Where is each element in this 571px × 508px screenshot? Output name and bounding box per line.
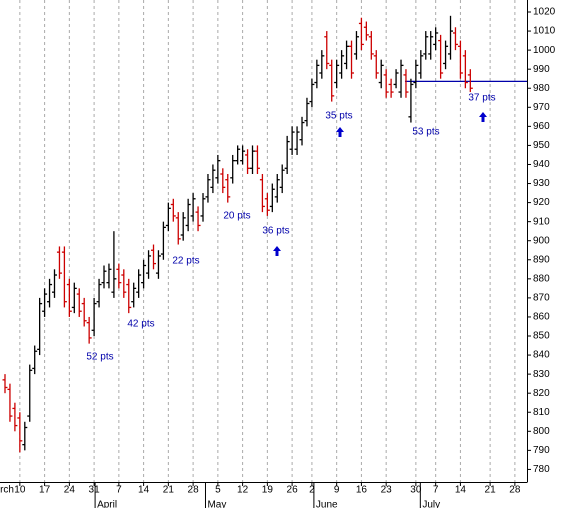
arrow bbox=[479, 112, 487, 122]
month-label: June bbox=[316, 500, 338, 508]
y-tick-label: 930 bbox=[533, 178, 550, 189]
x-tick-label: 10 bbox=[14, 485, 26, 496]
y-tick-label: 880 bbox=[533, 273, 550, 284]
month-label: April bbox=[97, 500, 117, 508]
month-label: rch bbox=[0, 485, 14, 496]
x-tick-label: 28 bbox=[188, 485, 200, 496]
y-tick-label: 1000 bbox=[533, 45, 556, 56]
x-tick-label: 2 bbox=[309, 485, 315, 496]
annotation: 22 pts bbox=[172, 256, 199, 267]
x-tick-label: 24 bbox=[64, 485, 76, 496]
x-tick-label: 14 bbox=[455, 485, 467, 496]
month-label: July bbox=[422, 500, 440, 508]
x-tick-label: 16 bbox=[356, 485, 368, 496]
y-tick-label: 1020 bbox=[533, 7, 556, 18]
x-tick-label: 19 bbox=[262, 485, 274, 496]
y-tick-label: 900 bbox=[533, 235, 550, 246]
x-tick-label: 17 bbox=[39, 485, 51, 496]
y-tick-label: 810 bbox=[533, 407, 550, 418]
arrow bbox=[336, 127, 344, 137]
y-tick-label: 970 bbox=[533, 102, 550, 113]
y-tick-label: 780 bbox=[533, 464, 550, 475]
y-tick-label: 870 bbox=[533, 293, 550, 304]
y-tick-label: 960 bbox=[533, 121, 550, 132]
annotation: 37 pts bbox=[468, 93, 495, 104]
x-tick-label: 21 bbox=[485, 485, 497, 496]
x-tick-label: 23 bbox=[381, 485, 393, 496]
y-tick-label: 840 bbox=[533, 350, 550, 361]
x-tick-label: 7 bbox=[116, 485, 122, 496]
x-tick-label: 7 bbox=[433, 485, 439, 496]
y-tick-label: 790 bbox=[533, 445, 550, 456]
y-tick-label: 910 bbox=[533, 216, 550, 227]
x-tick-label: 9 bbox=[334, 485, 340, 496]
x-tick-label: 14 bbox=[138, 485, 150, 496]
y-tick-label: 890 bbox=[533, 254, 550, 265]
annotation: 35 pts bbox=[325, 111, 352, 122]
month-label: May bbox=[207, 500, 226, 508]
y-tick-label: 940 bbox=[533, 159, 550, 170]
annotation: 52 pts bbox=[86, 352, 113, 363]
x-tick-label: 31 bbox=[89, 485, 101, 496]
y-tick-label: 920 bbox=[533, 197, 550, 208]
annotation: 42 pts bbox=[127, 319, 154, 330]
y-tick-label: 980 bbox=[533, 83, 550, 94]
x-tick-label: 26 bbox=[287, 485, 299, 496]
y-tick-label: 1010 bbox=[533, 26, 556, 37]
x-tick-label: 28 bbox=[509, 485, 521, 496]
y-tick-label: 820 bbox=[533, 388, 550, 399]
y-tick-label: 950 bbox=[533, 140, 550, 151]
x-tick-label: 30 bbox=[410, 485, 422, 496]
annotation: 53 pts bbox=[412, 127, 439, 138]
x-tick-label: 5 bbox=[215, 485, 221, 496]
x-tick-label: 12 bbox=[237, 485, 249, 496]
arrow bbox=[273, 246, 281, 256]
y-tick-label: 850 bbox=[533, 331, 550, 342]
annotation: 20 pts bbox=[223, 211, 250, 222]
y-tick-label: 990 bbox=[533, 64, 550, 75]
y-tick-label: 860 bbox=[533, 312, 550, 323]
annotation: 36 pts bbox=[262, 226, 289, 237]
y-tick-label: 830 bbox=[533, 369, 550, 380]
x-tick-label: 21 bbox=[163, 485, 175, 496]
y-tick-label: 800 bbox=[533, 426, 550, 437]
